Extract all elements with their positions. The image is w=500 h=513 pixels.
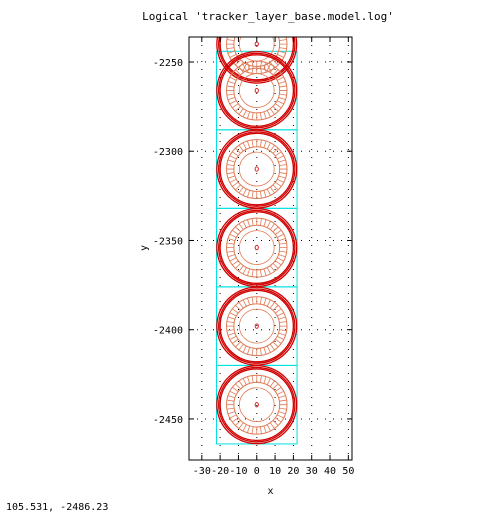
x-tick-label: 30	[306, 466, 318, 477]
y-tick-label: -2250	[153, 58, 183, 69]
core-ring	[238, 151, 275, 187]
inner-band-hatching	[226, 296, 287, 356]
outer-ring	[218, 288, 296, 364]
outer-ring	[216, 37, 298, 84]
core-ring	[238, 37, 275, 62]
x-tick-label: 50	[342, 466, 354, 477]
outer-ring	[219, 289, 295, 363]
outer-ring	[216, 208, 298, 288]
axis-ticks: -30 -20 -10 0 10 20 30 40 50 -2250 -2300 -2350 -2400…	[153, 37, 354, 477]
outer-ring	[216, 365, 298, 445]
center-marker	[254, 401, 259, 408]
module-ring	[216, 37, 298, 84]
y-tick-label: -2450	[153, 415, 183, 426]
x-tick-label: -30	[193, 466, 211, 477]
core-ring	[238, 387, 275, 423]
module-ring	[216, 129, 298, 209]
inner-band-hatching	[226, 61, 287, 120]
outer-ring	[219, 368, 295, 442]
plot-frame	[188, 36, 353, 461]
plot-canvas[interactable]: -30 -20 -10 0 10 20 30 40 50 -2250 -2300 -2350 -2400…	[0, 0, 500, 500]
x-tick-label: 10	[269, 466, 281, 477]
x-tick-label: 0	[254, 466, 260, 477]
outer-ring	[216, 129, 298, 209]
outer-ring	[216, 50, 298, 131]
outer-ring	[218, 131, 296, 207]
outer-ring	[219, 54, 295, 127]
outer-ring	[216, 286, 298, 366]
outer-ring	[218, 37, 296, 82]
outer-ring	[219, 132, 295, 206]
y-tick-label: -2400	[153, 326, 183, 337]
module-ring	[216, 50, 298, 131]
outer-ring	[218, 209, 296, 286]
inner-band-inner	[233, 37, 281, 67]
x-tick-label: 20	[287, 466, 299, 477]
module-rings	[216, 37, 298, 445]
outer-ring	[219, 211, 295, 284]
center-marker	[254, 244, 259, 251]
center-marker	[254, 323, 259, 329]
core-ring	[238, 230, 275, 265]
x-tick-label: 40	[324, 466, 336, 477]
y-tick-label: -2300	[153, 147, 183, 158]
inner-band-inner	[233, 224, 281, 271]
inner-band-inner	[233, 146, 281, 192]
outer-ring	[218, 366, 296, 443]
center-marker	[254, 87, 259, 94]
x-axis-label: x	[267, 486, 273, 497]
center-marker	[254, 166, 259, 172]
module-ring	[216, 208, 298, 288]
core-ring	[238, 73, 275, 108]
inner-band-hatching	[226, 218, 287, 278]
x-tick-label: -10	[229, 466, 247, 477]
y-tick-label: -2350	[153, 236, 183, 247]
x-tick-label: -20	[211, 466, 229, 477]
plot-title: Logical 'tracker_layer_base.model.log'	[142, 10, 394, 23]
inner-band-hatching	[226, 375, 287, 435]
outer-ring	[219, 37, 295, 81]
inner-band-hatching	[226, 139, 287, 199]
core-ring	[238, 308, 275, 344]
module-ring	[216, 286, 298, 366]
module-ring	[216, 365, 298, 445]
outer-ring	[218, 52, 296, 129]
y-axis-label: y	[139, 245, 150, 251]
cursor-coordinate-readout: 105.531, -2486.23	[6, 502, 109, 513]
inner-band-inner	[233, 67, 281, 114]
